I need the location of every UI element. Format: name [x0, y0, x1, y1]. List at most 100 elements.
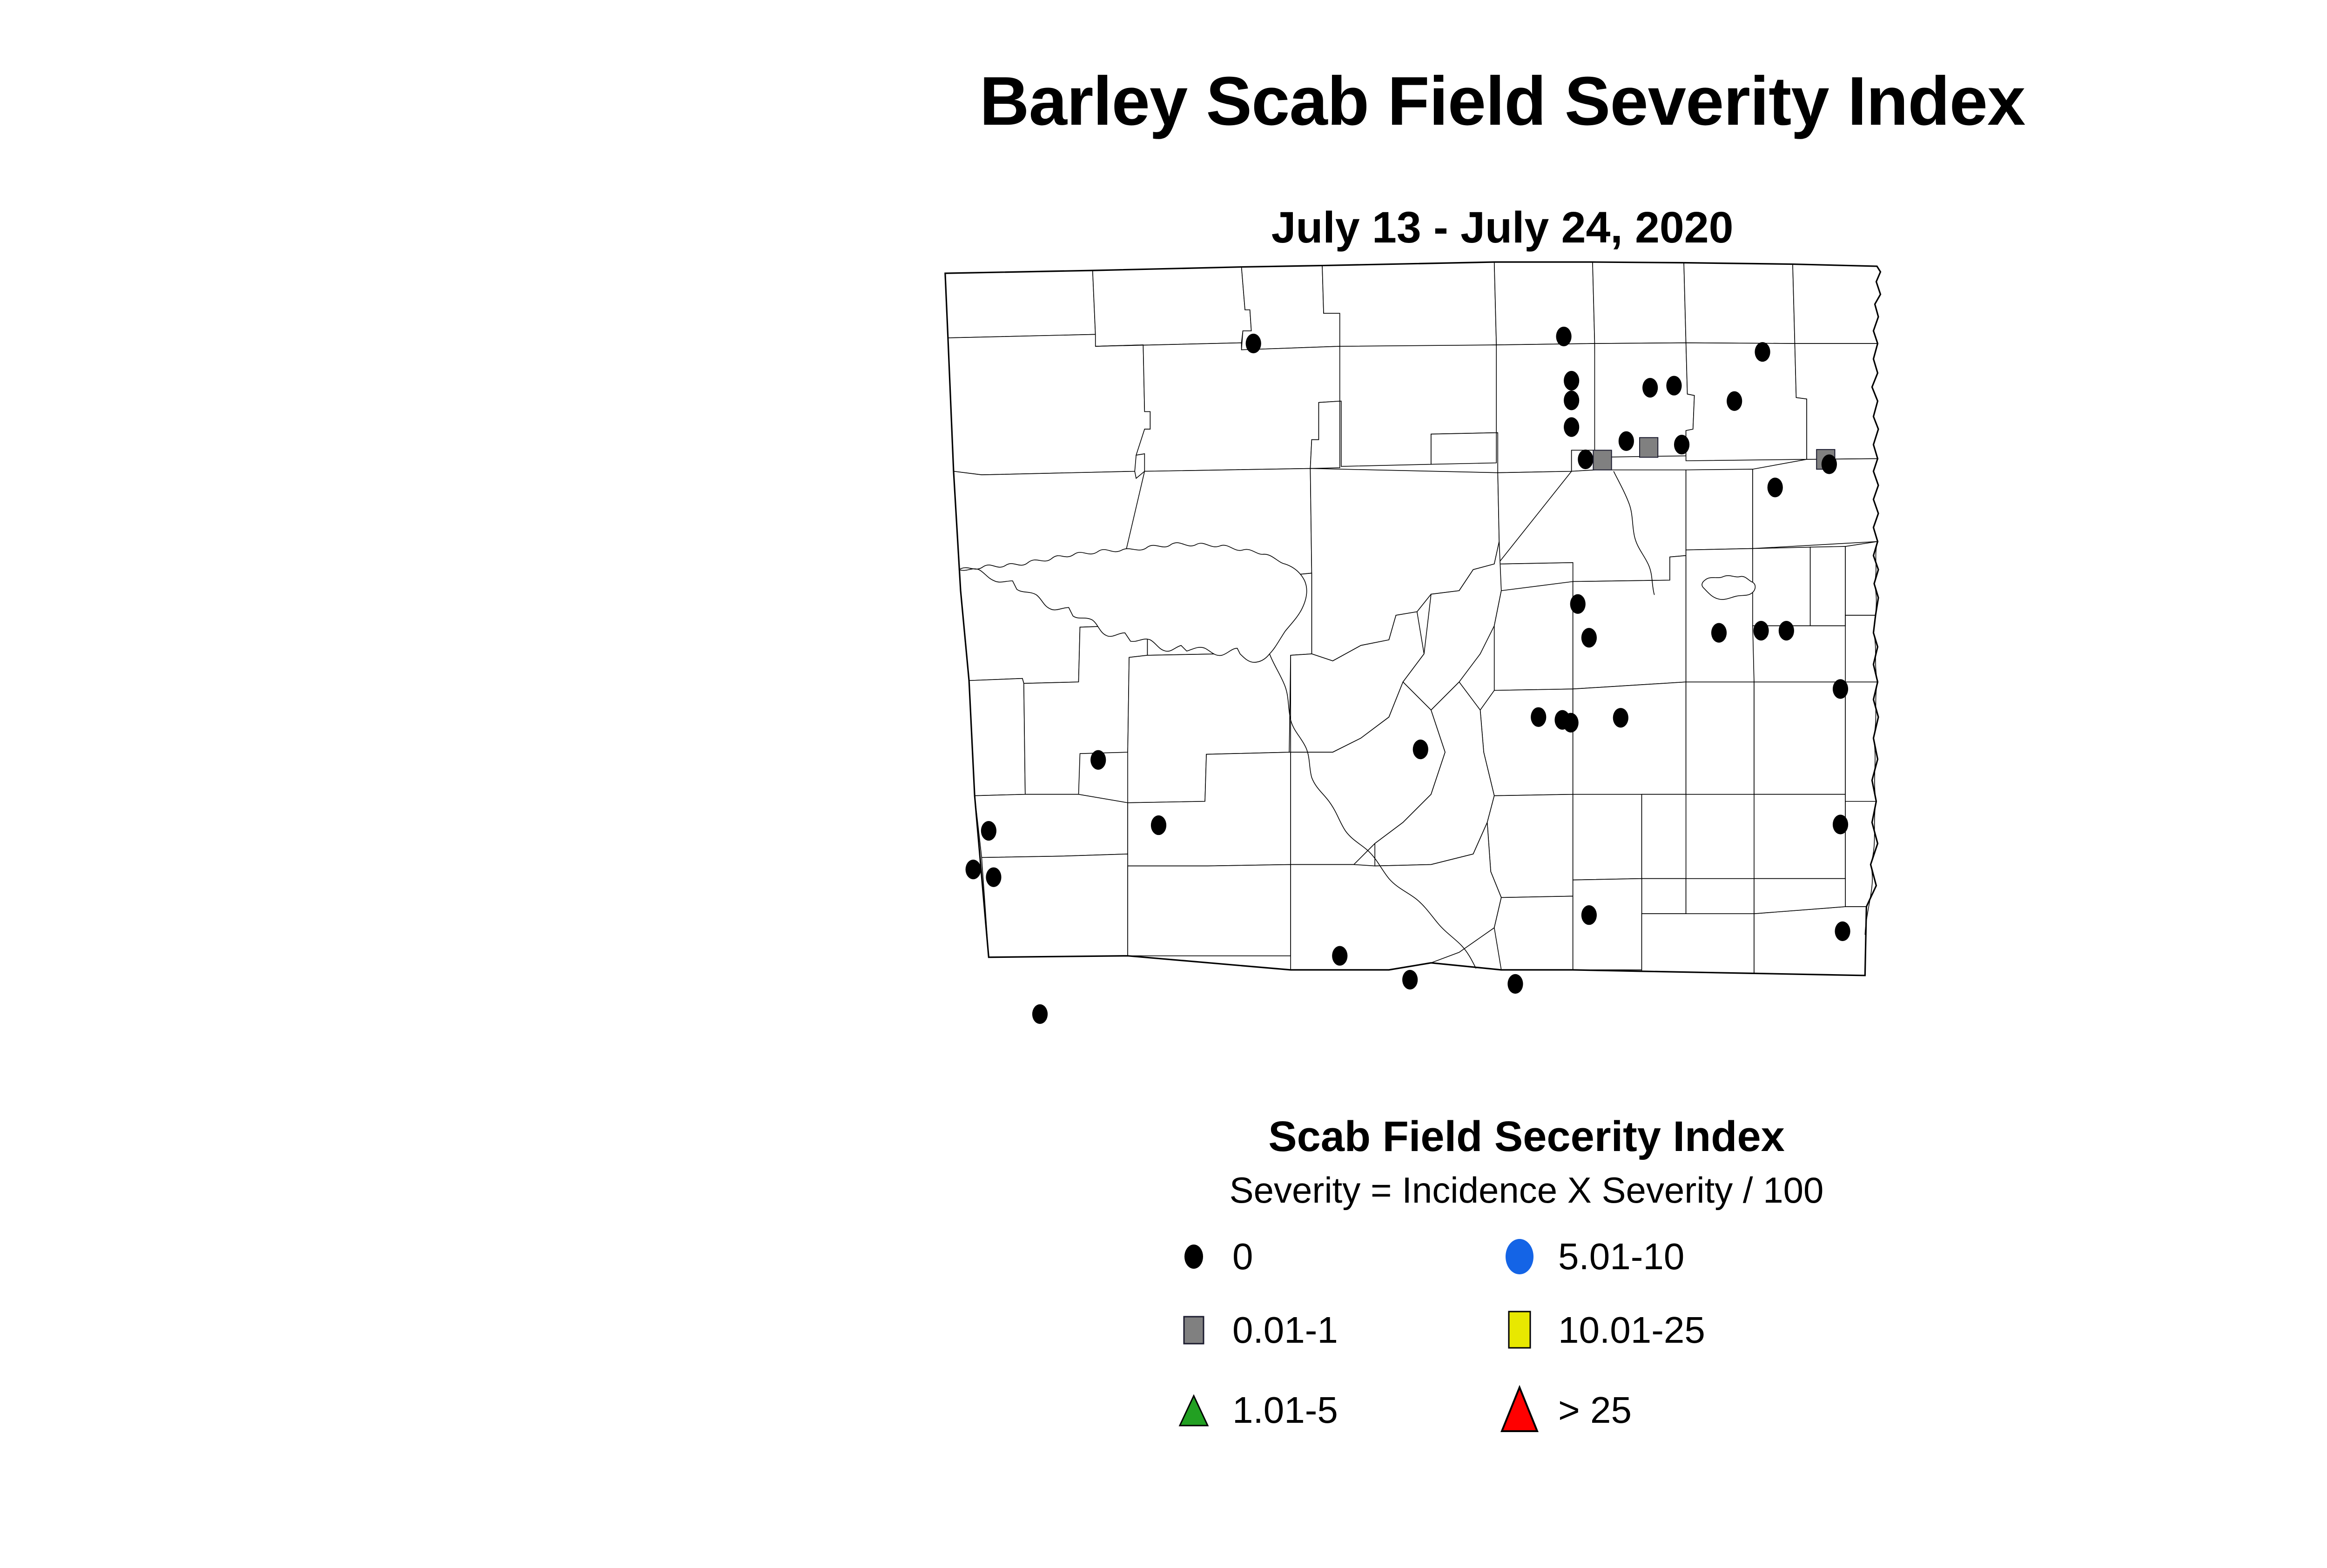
- yellow-square-icon: [1489, 1302, 1550, 1358]
- county-lamoure-s: [1686, 879, 1754, 914]
- map-marker: [1564, 370, 1580, 391]
- county-adams: [1128, 865, 1291, 956]
- legend-item-4[interactable]: 10.01-25: [1489, 1302, 1705, 1358]
- county-griggs: [1810, 546, 1845, 626]
- legend-label-4: 10.01-25: [1558, 1309, 1705, 1351]
- county-dickey: [1642, 879, 1686, 914]
- county-stutsman: [1686, 549, 1754, 682]
- county-foster: [1753, 547, 1810, 626]
- green-triangle-icon: [1164, 1382, 1224, 1438]
- map-marker: [1563, 713, 1579, 733]
- map-marker: [1556, 326, 1572, 347]
- county-ramsey: [1795, 343, 1878, 459]
- map-marker: [1835, 921, 1850, 941]
- map-marker: [1753, 621, 1769, 641]
- county-emmons-s: [1494, 896, 1573, 969]
- red-river: [1865, 542, 1877, 935]
- county-benson: [1686, 343, 1807, 461]
- legend-label-1: 0.01-1: [1232, 1309, 1338, 1351]
- map-marker: [1032, 1004, 1048, 1024]
- legend-item-1[interactable]: 0.01-1: [1164, 1302, 1338, 1358]
- map-marker: [1727, 391, 1742, 411]
- map-marker: [1821, 454, 1837, 474]
- legend-label-3: 5.01-10: [1558, 1236, 1685, 1277]
- blue-circle-icon: [1489, 1229, 1550, 1285]
- map-marker: [1674, 435, 1690, 455]
- legend-grid: 0 0.01-1 1.01-5 5.01-10: [1117, 1229, 1936, 1457]
- map-marker: [1578, 449, 1594, 470]
- county-burke: [1093, 267, 1251, 346]
- county-dickey-s: [1642, 914, 1754, 973]
- legend-item-2[interactable]: 1.01-5: [1164, 1382, 1338, 1438]
- map-marker: [1832, 814, 1849, 834]
- map-marker: [986, 867, 1002, 887]
- county-slope: [975, 794, 1128, 858]
- map-marker: [1711, 623, 1727, 643]
- map-marker: [1832, 679, 1849, 699]
- county-bottineau: [1322, 262, 1496, 349]
- legend-item-5[interactable]: > 25: [1489, 1382, 1632, 1438]
- legend-item-3[interactable]: 5.01-10: [1489, 1229, 1684, 1285]
- map-marker: [1570, 594, 1586, 614]
- map-marker: [1642, 377, 1658, 398]
- county-logan: [1573, 794, 1642, 880]
- county-divide: [945, 270, 1096, 338]
- map-marker: [1755, 342, 1770, 362]
- county-traill: [1845, 615, 1877, 682]
- county-bowman: [982, 854, 1128, 957]
- map-marker: [1581, 905, 1597, 925]
- legend: Scab Field Secerity Index Severity = Inc…: [1117, 1112, 1936, 1457]
- county-barnes-s: [1754, 682, 1845, 794]
- county-golden-valley: [969, 679, 1025, 796]
- county-emmons: [1487, 794, 1573, 898]
- map-marker: [1090, 750, 1106, 770]
- county-lamoure: [1642, 794, 1686, 879]
- missouri-river: [1270, 654, 1476, 969]
- map-marker: [1593, 450, 1611, 470]
- county-layer: [945, 262, 1881, 976]
- map-marker: [1564, 417, 1580, 437]
- map-marker: [1666, 376, 1682, 396]
- map-marker: [1581, 628, 1597, 648]
- data-marker-layer: [965, 326, 1850, 1024]
- north-dakota-county-map: [759, 261, 2118, 1061]
- map-marker: [1640, 437, 1658, 457]
- county-burleigh: [1480, 689, 1573, 795]
- county-ransom-s: [1754, 879, 1845, 914]
- county-steele: [1845, 542, 1878, 615]
- legend-label-2: 1.01-5: [1232, 1389, 1338, 1431]
- map-marker: [981, 821, 996, 841]
- map-marker: [1618, 431, 1634, 451]
- county-eddy: [1686, 469, 1753, 550]
- lake-sakakawea: [959, 543, 1307, 662]
- county-sargent: [1754, 907, 1866, 976]
- james-river: [1614, 471, 1654, 595]
- county-kidder-s: [1573, 682, 1686, 794]
- map-marker: [965, 859, 981, 880]
- gray-square-icon: [1164, 1302, 1224, 1358]
- devils-lake: [1702, 576, 1755, 599]
- legend-title: Scab Field Secerity Index: [1268, 1113, 1785, 1160]
- legend-label-0: 0: [1232, 1236, 1253, 1277]
- page-title: Barley Scab Field Severity Index: [979, 63, 2026, 140]
- map-marker: [1507, 974, 1523, 994]
- map-marker: [1778, 621, 1794, 641]
- map-svg: [759, 261, 2118, 1024]
- county-towner: [1593, 262, 1686, 343]
- legend-item-0[interactable]: 0: [1164, 1229, 1253, 1285]
- county-rolette: [1494, 262, 1595, 345]
- date-range-subtitle: July 13 - July 24, 2020: [1271, 203, 1734, 252]
- map-marker: [1564, 390, 1580, 411]
- map-marker: [1332, 946, 1348, 966]
- county-stutsman-s: [1686, 682, 1754, 794]
- map-marker: [1767, 478, 1783, 498]
- map-marker: [1531, 707, 1547, 727]
- county-pembina: [1793, 264, 1881, 343]
- map-marker: [1412, 739, 1428, 760]
- county-mcintosh: [1573, 879, 1642, 970]
- state-outline: [945, 262, 1881, 976]
- legend-label-5: > 25: [1558, 1389, 1632, 1431]
- map-marker: [1613, 708, 1628, 728]
- county-cavalier: [1684, 263, 1795, 344]
